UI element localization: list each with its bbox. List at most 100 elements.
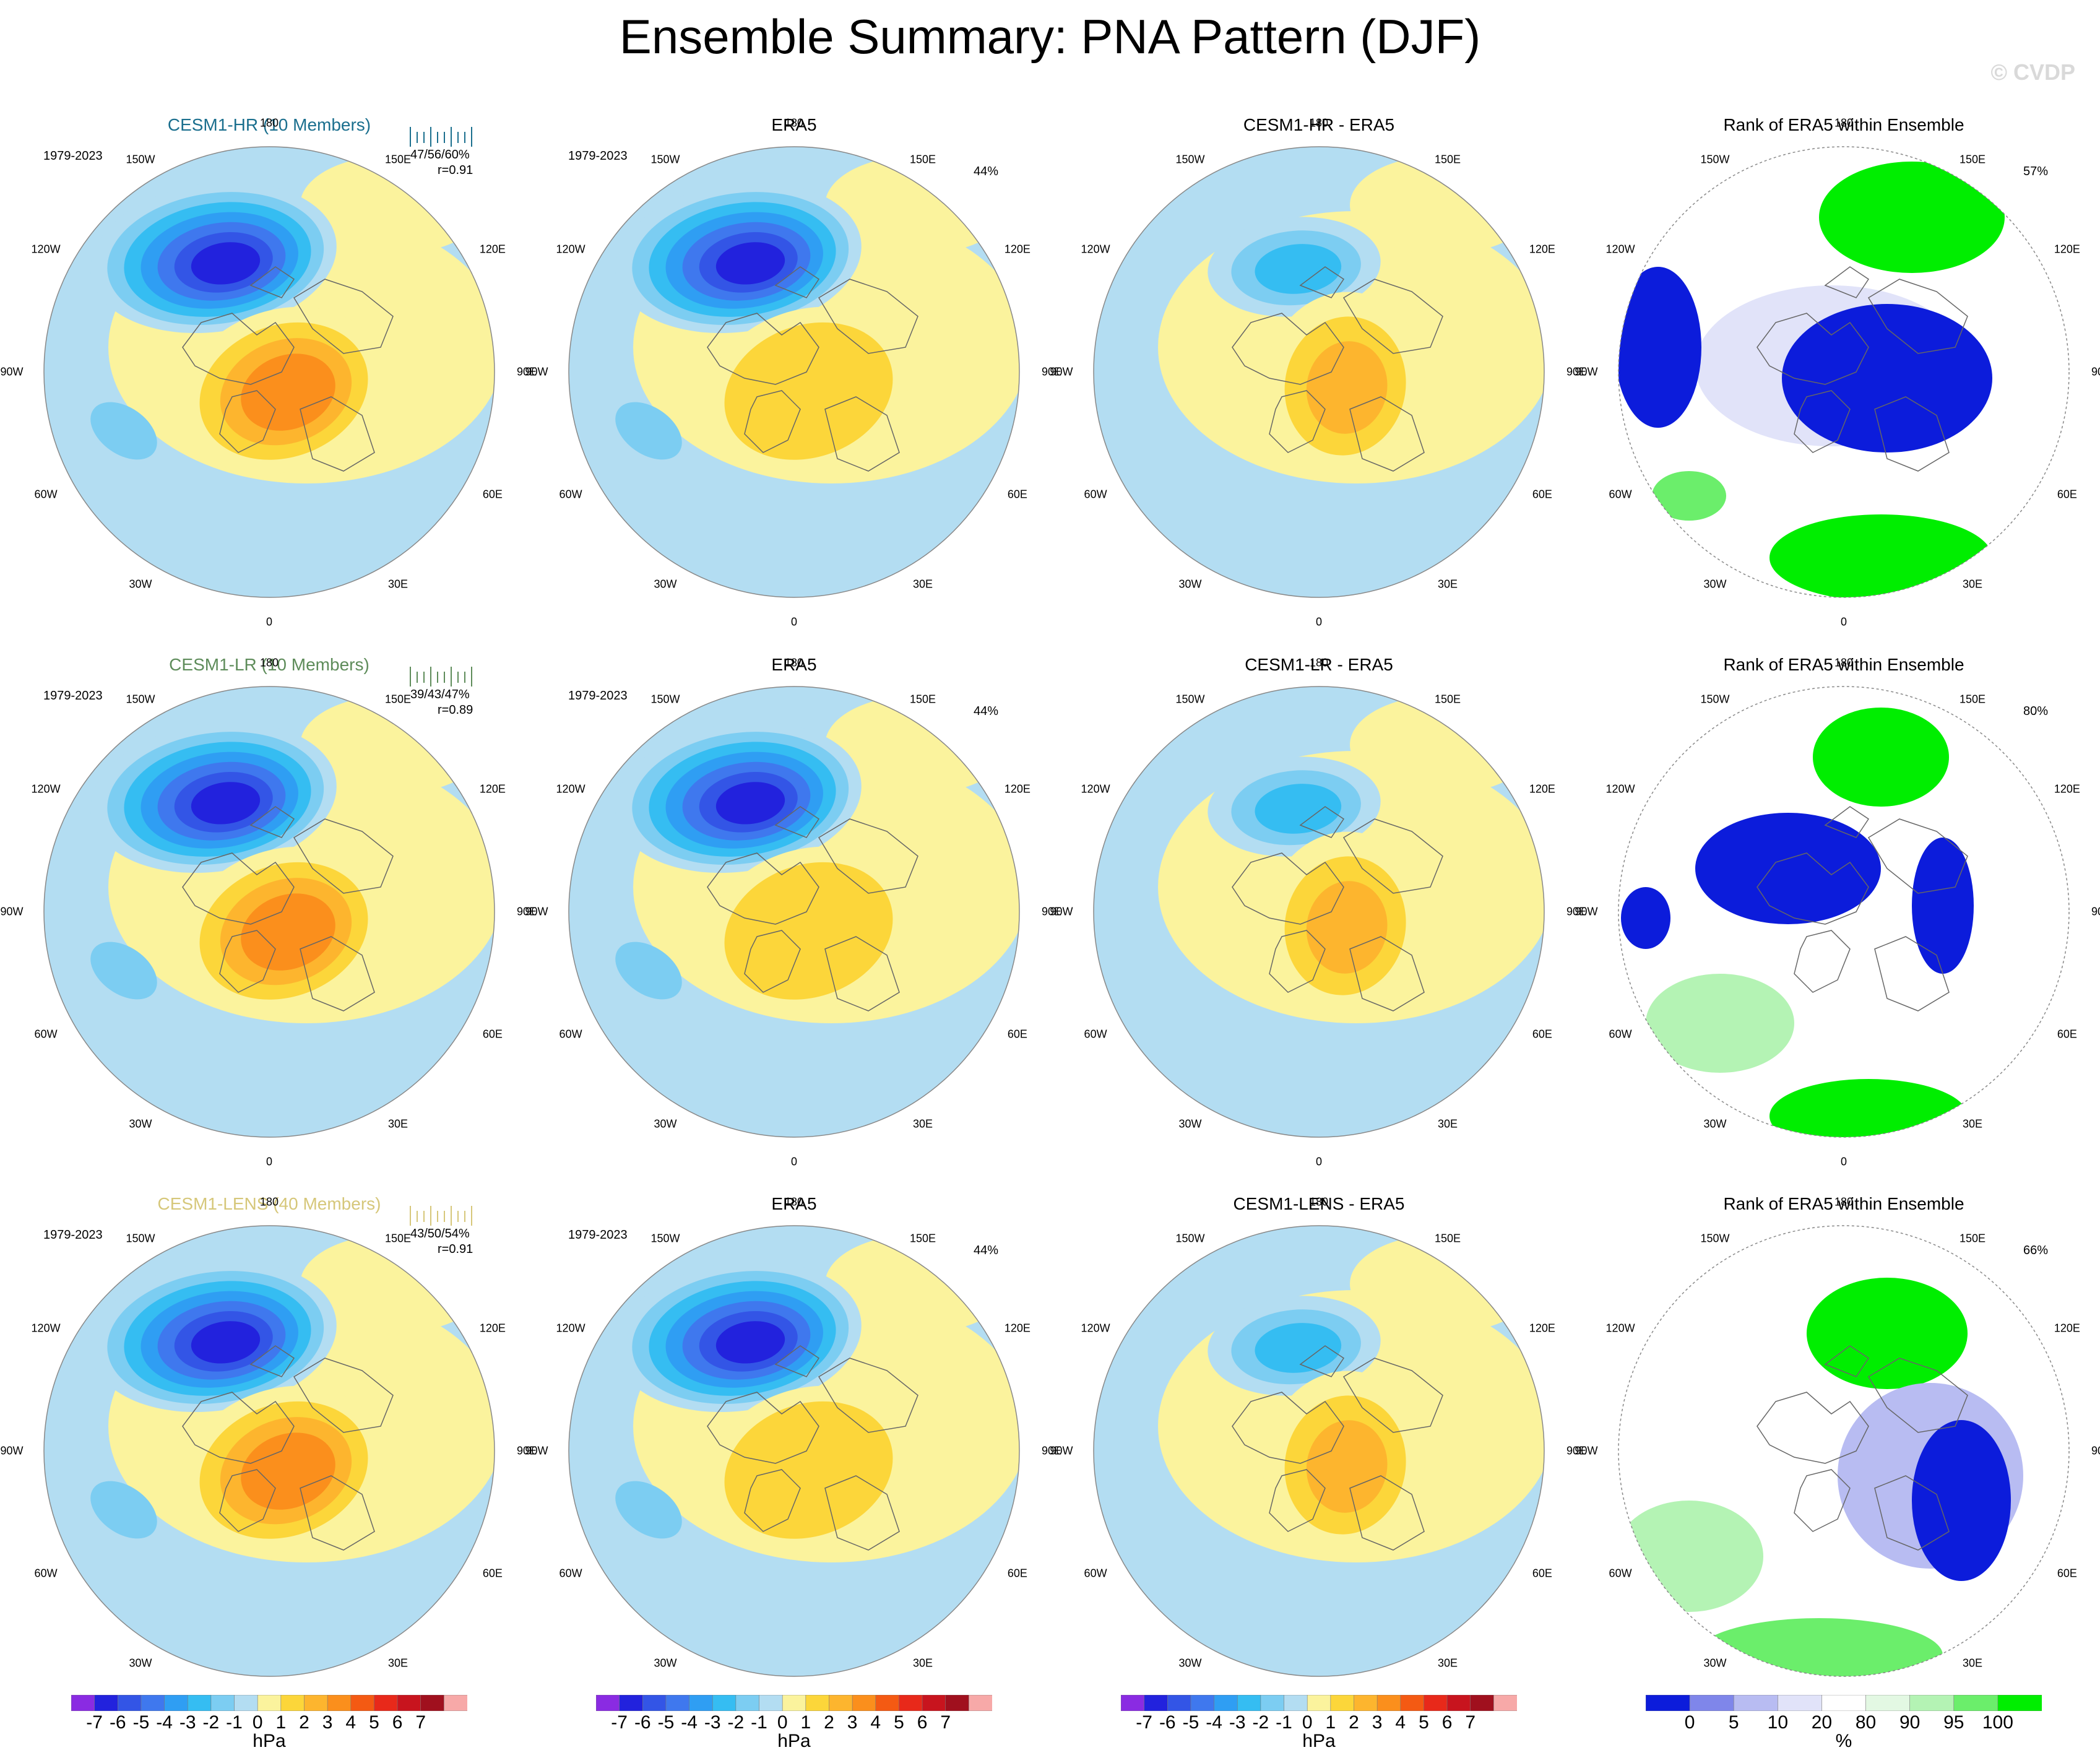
row2-col1-lon-e30: 30E: [387, 1117, 408, 1130]
coastline-3: [1342, 1358, 1443, 1433]
colorbar-swatch-14: [1424, 1695, 1448, 1711]
row1-col1-lon-e150: 150E: [384, 153, 412, 166]
row3-col2-period: 1979-2023: [568, 1228, 628, 1242]
row1-col2-period: 1979-2023: [568, 149, 628, 163]
coastline-2: [1794, 390, 1851, 453]
row3-col4-map: [1618, 1225, 2070, 1677]
pacific-low-band-7: [715, 782, 785, 825]
colorbar-3: [1121, 1695, 1517, 1711]
row2-col4-lon-top: 180: [1834, 656, 1854, 669]
colorbar-tick-label: -5: [657, 1712, 675, 1733]
southeast-low: [90, 402, 157, 460]
row2-col1-lon-e60: 60E: [482, 1028, 503, 1041]
colorbar-tick-label: 0: [777, 1712, 788, 1733]
row1-col4-lon-e120: 120E: [2054, 243, 2080, 256]
row1-col4-map: [1618, 146, 2070, 598]
colorbar-tick-label: 20: [1811, 1712, 1833, 1733]
colorbar-swatch-16: [420, 1695, 445, 1711]
coastline-3: [293, 279, 394, 354]
row3-col3-lon-w120: 120W: [1081, 1322, 1110, 1335]
colorbar-swatch-5: [1214, 1695, 1238, 1711]
row3-col3-lon-top: 180: [1309, 1195, 1329, 1208]
canada-diff-band-3: [1306, 881, 1388, 974]
row1-col2-lon-e120: 120E: [1004, 243, 1031, 256]
colorbar-tick-label: 3: [322, 1712, 333, 1733]
row1-col4-lon-w90: 90W: [1575, 365, 1598, 378]
map-border: [1093, 1225, 1545, 1677]
row1-col2-pct: 44%: [974, 165, 999, 178]
coastline-1: [707, 852, 819, 925]
colorbar-tick-label: 3: [847, 1712, 858, 1733]
colorbar-1: [71, 1695, 467, 1711]
colorbar-unit: hPa: [253, 1731, 286, 1751]
map-border: [43, 686, 495, 1138]
row2-col2-map: [568, 686, 1020, 1138]
positive-field-2: [1350, 155, 1536, 254]
row3-col3-lon-w90: 90W: [1050, 1444, 1073, 1457]
row1-col2-lon-e90: 90E: [1041, 365, 1062, 378]
pacific-diff-band-3: [1255, 784, 1342, 834]
row1-col1-lon-e30: 30E: [387, 578, 408, 591]
row3-col2-lon-e30: 30E: [912, 1657, 933, 1670]
coastline-5: [249, 1345, 295, 1377]
row1-col3-lon-w30: 30W: [1178, 578, 1202, 591]
pacific-low-band-7: [191, 242, 261, 285]
colorbar-tick-label: -4: [681, 1712, 698, 1733]
row2-col2-lon-w60: 60W: [559, 1028, 582, 1041]
coastline-4: [824, 1475, 900, 1551]
coastline-1: [1756, 852, 1869, 925]
row2-col4-lon-w30: 30W: [1703, 1117, 1727, 1130]
row3-col1-lon-e30: 30E: [387, 1657, 408, 1670]
row3-col1-title: CESM1-LENS (40 Members): [157, 1194, 381, 1213]
row2-col4-lon-e60: 60E: [2057, 1028, 2077, 1041]
row3-col4-lon-w30: 30W: [1703, 1657, 1727, 1670]
row2-col2-lon-e120: 120E: [1004, 782, 1031, 795]
colorbar-swatch-12: [1376, 1695, 1401, 1711]
colorbar-tick-label: 4: [870, 1712, 881, 1733]
row3-col1-corr: r=0.91: [438, 1242, 473, 1256]
row2-col4-title: Rank of ERA5 within Ensemble: [1723, 655, 1964, 674]
row3-col2-lon-e90: 90E: [1041, 1444, 1062, 1457]
rank-region-6: [1652, 471, 1726, 521]
rank-region-3: [1912, 838, 1974, 974]
colorbar-tick-label: -4: [1206, 1712, 1222, 1733]
row2-col4-lon-e90: 90E: [2091, 905, 2100, 918]
row2-col1-lon-bottom: 0: [266, 1155, 273, 1168]
coastline-2: [744, 1469, 801, 1532]
coastline-1: [182, 313, 295, 385]
row2-col1-lon-e90: 90E: [516, 905, 537, 918]
row2-col1-corr: r=0.89: [438, 703, 473, 717]
row2-col3-lon-w90: 90W: [1050, 905, 1073, 918]
colorbar-tick-label: 4: [1395, 1712, 1406, 1733]
colorbar-swatch-7: [735, 1695, 760, 1711]
colorbar-swatch-8: [234, 1695, 258, 1711]
map-layers: [1094, 1226, 1544, 1676]
colorbar-tick-label: 3: [1372, 1712, 1383, 1733]
colorbar-tick-label: 95: [1943, 1712, 1964, 1733]
colorbar-tick-label: 4: [345, 1712, 356, 1733]
row2-col4-lon-w90: 90W: [1575, 905, 1598, 918]
row2-col2-pct: 44%: [974, 704, 999, 718]
colorbar-tick-label: -2: [202, 1712, 220, 1733]
rank-region-4: [1618, 267, 1701, 428]
rank-region-5: [1646, 974, 1794, 1073]
colorbar-tick-label: 7: [1465, 1712, 1476, 1733]
colorbar-unit: %: [1835, 1731, 1852, 1751]
rank-region-1: [1807, 1278, 1968, 1389]
coastline-3: [1867, 1358, 1968, 1433]
pacific-low-band-7: [191, 782, 261, 825]
row3-col1-lon-w90: 90W: [0, 1444, 24, 1457]
row1-col2-lon-bottom: 0: [790, 615, 798, 628]
row2-col1-map: [43, 686, 495, 1138]
row3-col3-title: CESM1-LENS - ERA5: [1233, 1194, 1405, 1213]
coastline-2: [1269, 390, 1326, 453]
colorbar-swatch-17: [1493, 1695, 1517, 1711]
colorbar-tick-label: -6: [634, 1712, 651, 1733]
row2-col1-pct-summary: 39/43/47%: [410, 688, 470, 701]
coastline-4: [1349, 936, 1425, 1011]
row3-col3-map: [1093, 1225, 1545, 1677]
coastline-1: [707, 313, 819, 385]
row3-col3-lon-w30: 30W: [1178, 1657, 1202, 1670]
colorbar-tick-label: 5: [369, 1712, 379, 1733]
colorbar-swatch-10: [280, 1695, 305, 1711]
